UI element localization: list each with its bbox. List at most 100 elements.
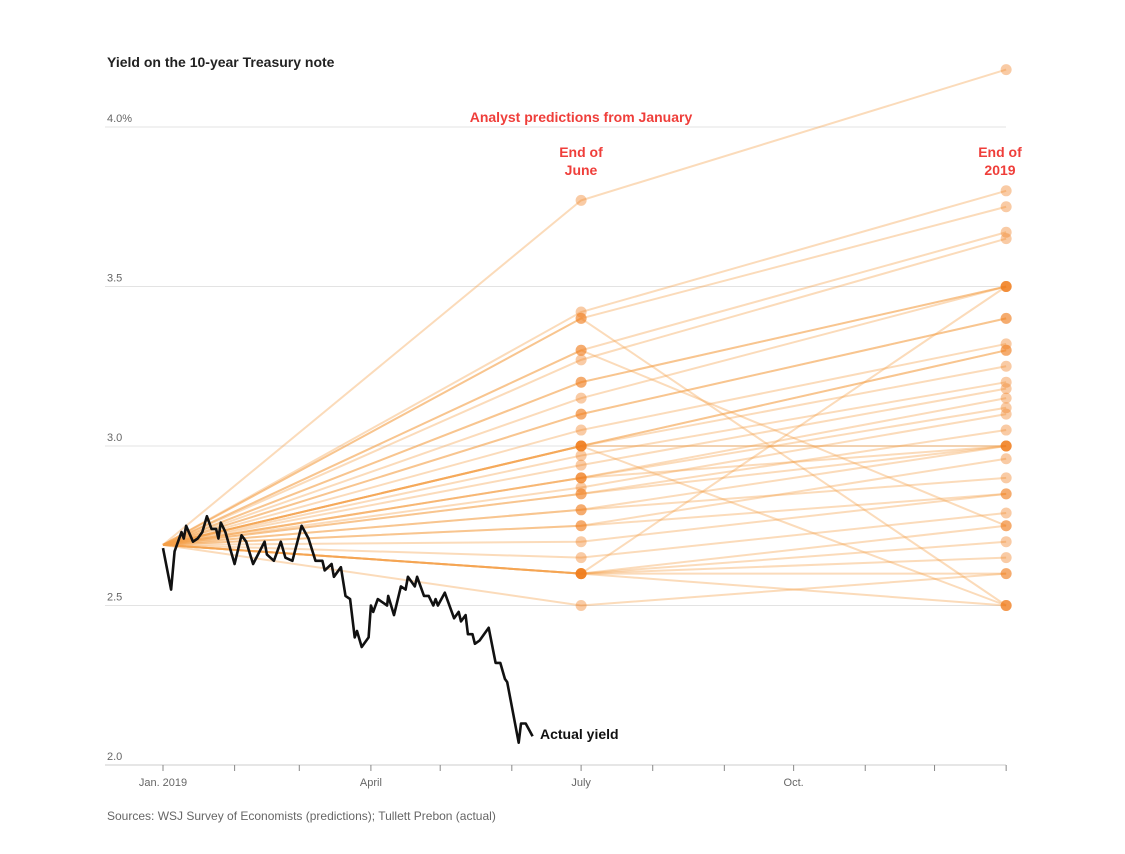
x-tick-label: Jan. 2019 (139, 777, 187, 789)
june-forecast-dot (575, 424, 587, 436)
forecast-line (162, 543, 1007, 607)
forecast-line (162, 317, 1007, 546)
june-forecast-dot (575, 440, 587, 452)
forecast-line (162, 387, 1007, 546)
june-forecast-dot (575, 488, 587, 500)
june-label-line2: June (565, 162, 598, 178)
year-end-forecast-dot (1000, 488, 1012, 500)
actual-yield-line (161, 514, 534, 744)
forecast-line (162, 492, 1007, 546)
year-end-forecast-dot (1000, 344, 1012, 356)
forecast-lines (162, 68, 1007, 607)
forecast-line (162, 285, 1007, 546)
year-end-forecast-dot (1000, 440, 1012, 452)
year-end-forecast-dot (1000, 408, 1012, 420)
forecast-line (162, 543, 1007, 575)
actual-yield-label: Actual yield (540, 726, 619, 742)
year-end-forecast-dot (1000, 600, 1012, 611)
june-forecast-dot (575, 344, 587, 356)
june-forecast-dot (575, 376, 587, 388)
forecast-line (162, 524, 1007, 575)
june-forecast-dot (575, 472, 587, 484)
forecast-line (162, 365, 1007, 546)
forecast-line (162, 381, 1007, 546)
year-end-forecast-dot (1000, 226, 1012, 238)
june-forecast-dot (575, 440, 587, 452)
year-end-forecast-dot (1000, 552, 1012, 564)
june-forecast-dot (575, 376, 587, 388)
june-forecast-dot (575, 306, 587, 318)
forecast-line (162, 543, 1007, 575)
year-end-forecast-dot (1000, 453, 1012, 465)
june-forecast-dot (575, 392, 587, 404)
year-end-forecast-dot (1000, 440, 1012, 452)
june-forecast-dot (575, 408, 587, 420)
year-end-forecast-dot (1000, 312, 1012, 324)
year-end-forecast-dot (1000, 424, 1012, 436)
forecast-line (162, 444, 1007, 607)
year-end-forecast-dot (1000, 520, 1012, 532)
june-forecast-dot (575, 354, 587, 366)
source-note: Sources: WSJ Survey of Economists (predi… (107, 809, 496, 823)
forecast-line (162, 397, 1007, 546)
june-forecast-dot (575, 504, 587, 516)
year-end-forecast-dot (1000, 440, 1012, 452)
june-forecast-dot (575, 481, 587, 493)
year-end-forecast-dot (1000, 392, 1012, 404)
year-end-forecast-dot (1000, 281, 1012, 292)
gridlines: 4.0% 3.5 3.0 2.5 2.0 (105, 113, 1006, 763)
forecast-line (162, 349, 1007, 546)
forecast-line (162, 68, 1007, 546)
june-forecast-dot (575, 194, 587, 206)
y-tick-label: 2.0 (107, 751, 122, 763)
y-tick-label: 3.0 (107, 432, 122, 444)
june-forecast-dot (575, 488, 587, 500)
year-end-forecast-dot (1000, 201, 1012, 213)
june-forecast-dot (575, 552, 587, 564)
y-tick-label: 4.0% (107, 113, 132, 125)
june-forecast-dot (575, 459, 587, 471)
year-end-forecast-dot (1000, 488, 1012, 500)
forecast-line (162, 445, 1007, 546)
year-end-forecast-dot (1000, 281, 1012, 292)
year-end-forecast-dot (1000, 402, 1012, 414)
june-forecast-dot (575, 472, 587, 484)
x-tick-label: April (360, 777, 382, 789)
year-end-forecast-dot (1000, 568, 1012, 580)
year-end-forecast-dot (1000, 281, 1012, 292)
y-tick-label: 2.5 (107, 592, 122, 604)
june-forecast-dot (575, 568, 587, 580)
june-forecast-dot (575, 520, 587, 532)
june-label-line1: End of (559, 144, 603, 160)
june-forecast-dot (575, 408, 587, 420)
june-forecast-dot (575, 504, 587, 516)
forecast-line (162, 492, 1007, 546)
year-end-forecast-dot (1000, 338, 1012, 350)
year-end-forecast-dot (1000, 312, 1012, 324)
y-tick-label: 3.5 (107, 273, 122, 285)
forecast-line (162, 237, 1007, 546)
year-end-forecast-dot (1000, 233, 1012, 245)
forecast-line (162, 189, 1007, 546)
forecast-line (162, 285, 1007, 546)
forecast-dots (575, 64, 1012, 611)
forecast-line (162, 285, 1007, 575)
forecast-line (162, 457, 1007, 546)
year-end-forecast-dot (1000, 185, 1012, 197)
forecast-line (162, 476, 1007, 546)
june-forecast-dot (575, 344, 587, 356)
forecast-line (162, 349, 1007, 546)
year-end-forecast-dot (1000, 376, 1012, 388)
year-end-forecast-dot (1000, 472, 1012, 484)
june-forecast-dot (575, 568, 587, 580)
forecast-line (162, 349, 1007, 546)
year-end-label-line2: 2019 (984, 162, 1015, 178)
june-forecast-dot (575, 568, 587, 580)
year-end-forecast-dot (1000, 520, 1012, 532)
year-end-forecast-dot (1000, 440, 1012, 452)
forecast-line (162, 342, 1007, 546)
forecast-line (162, 317, 1007, 607)
year-end-forecast-dot (1000, 344, 1012, 356)
june-forecast-dot (575, 600, 587, 611)
year-end-forecast-dot (1000, 600, 1012, 611)
